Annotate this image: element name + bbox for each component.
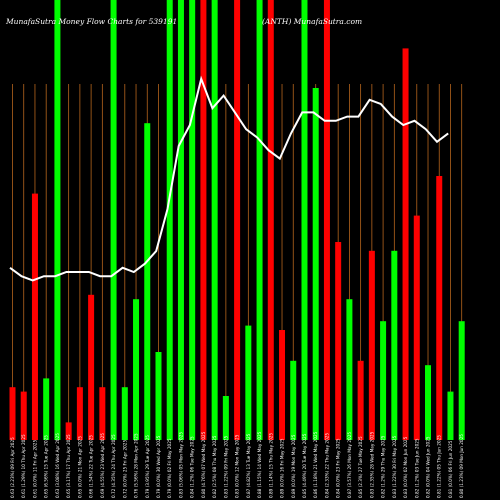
x-tick-label: 0.88 (1.15%) 14 Wed May 2025	[257, 431, 262, 498]
money-flow-bar	[31, 193, 38, 440]
money-flow-bar	[133, 299, 140, 440]
money-flow-bar	[177, 0, 184, 440]
x-tick-label: 0.66 (1.54%) 22 Tue Apr 2025	[89, 435, 94, 498]
money-flow-bar	[110, 0, 117, 440]
money-flow-bar	[312, 88, 319, 440]
x-tick-label: 0.84 (0.0%) 23 Fri May 2025	[336, 438, 341, 498]
x-tick-label: 0.83 (5.06%) 05 Mon May 2025	[178, 432, 183, 498]
money-flow-bar	[368, 250, 375, 440]
money-flow-bar	[245, 325, 252, 440]
x-tick-label: 0.65 (6.56%) 15 Tue Apr 2025	[44, 435, 49, 498]
money-flow-bar	[99, 387, 106, 440]
chart-title-left: MunafaSutra Money Flow Charts for 539191	[5, 17, 177, 26]
x-tick-label: 0.81 (0.0%) 06 Fri Jun 2025	[448, 440, 453, 498]
x-tick-label: 0.79 (0.0%) 30 Wed Apr 2025	[156, 435, 161, 498]
x-tick-label: 0.61 (1.29%) 10 Thu Apr 2025	[21, 434, 26, 498]
money-flow-bar	[425, 365, 432, 440]
x-tick-label: 0.83 (1.22%) 30 Fri May 2025	[392, 435, 397, 498]
x-tick-label: 0.63 (3.08%) 16 Wed Apr 2025	[55, 433, 60, 498]
x-tick-label: 0.79 (0.0%) 02 Fri May 2025	[167, 438, 172, 498]
x-tick-label: 0.86 (1.18%) 21 Wed May 2025	[313, 431, 318, 498]
money-flow-bar	[222, 396, 229, 440]
money-flow-bar	[447, 391, 454, 440]
money-flow-bar	[402, 48, 409, 441]
x-tick-label: 0.65 (3.17%) 17 Thu Apr 2025	[66, 434, 71, 498]
money-flow-bar	[43, 378, 50, 440]
money-flow-bar	[458, 321, 465, 440]
money-flow-bar	[380, 321, 387, 440]
money-flow-bar	[323, 0, 330, 440]
x-tick-label: 0.63 (2.23%) 09 Fri Apr 2025	[10, 437, 15, 498]
money-flow-bar	[54, 0, 61, 440]
x-tick-label: 0.80 (4.76%) 07 Wed May 2025	[201, 431, 206, 498]
x-tick-label: 0.85 (2.3%) 27 Tue May 2025	[358, 436, 363, 498]
money-flow-bar	[391, 250, 398, 440]
x-tick-label: 0.84 (1.2%) 06 Tue May 2025	[190, 436, 195, 498]
x-tick-label: 0.81 (1.22%) 05 Thu Jun 2025	[437, 435, 442, 498]
x-tick-label: 0.82 (2.5%) 08 Thu May 2025	[212, 435, 217, 498]
x-tick-label: 0.84 (2.33%) 22 Thu May 2025	[324, 433, 329, 498]
x-tick-label: 0.89 (0.0%) 16 Fri May 2025	[280, 438, 285, 498]
money-flow-bar	[234, 0, 241, 440]
money-flow-bar	[436, 176, 443, 440]
x-tick-labels: 0.63 (2.23%) 09 Fri Apr 2025 0.61 (1.29%)…	[10, 431, 464, 498]
x-tick-label: 0.83 (0.0%) 02 Mon Jun 2025	[403, 436, 408, 498]
money-flow-bar	[357, 360, 364, 440]
x-tick-label: 0.76 (5.56%) 28 Mon Apr 2025	[134, 433, 139, 498]
money-flow-bar	[65, 422, 72, 440]
x-tick-label: 0.82 (1.2%) 03 Tue Jun 2025	[414, 438, 419, 498]
money-flow-bar	[346, 299, 353, 440]
x-tick-label: 0.82 (1.2%) 29 Thu May 2025	[381, 435, 386, 498]
money-flow-bar	[88, 294, 95, 440]
x-tick-label: 0.79 (3.95%) 29 Tue Apr 2025	[145, 435, 150, 498]
money-flow-bar	[413, 215, 420, 440]
x-tick-label: 0.89 (0.0%) 19 Mon May 2025	[291, 434, 296, 498]
money-flow-bar	[189, 0, 196, 440]
x-tick-label: 0.65 (0.0%) 21 Mon Apr 2025	[77, 436, 82, 498]
money-flow-bar	[200, 0, 207, 440]
x-tick-label: 0.83 (2.35%) 28 Wed May 2025	[369, 431, 374, 498]
chart-title: MunafaSutra Money Flow Charts for 539191…	[5, 17, 362, 26]
money-flow-bar	[290, 360, 297, 440]
x-tick-label: 0.83 (1.22%) 09 Fri May 2025	[223, 435, 228, 498]
money-flow-bar	[301, 0, 308, 440]
money-flow-bar	[76, 387, 83, 440]
x-tick-label: 0.69 (4.55%) 23 Wed Apr 2025	[100, 433, 105, 498]
money-flow-bar	[166, 0, 173, 440]
money-flow-bar	[9, 387, 16, 440]
money-flow-bar	[20, 391, 27, 440]
money-flow-bar	[256, 0, 263, 440]
x-tick-label: 0.72 (4.35%) 24 Thu Apr 2025	[111, 434, 116, 498]
money-flow-bar	[144, 123, 151, 440]
x-tick-label: 0.85 (4.49%) 20 Tue May 2025	[302, 433, 307, 498]
money-flow-bar	[211, 0, 218, 440]
x-tick-label: 0.89 (1.14%) 15 Thu May 2025	[268, 433, 273, 498]
x-tick-label: 0.87 (4.82%) 13 Tue May 2025	[246, 433, 251, 498]
x-tick-label: 0.72 (0.0%) 25 Fri Apr 2025	[122, 440, 127, 498]
money-flow-bar	[155, 352, 162, 440]
chart-title-right: (ANTH) MunafaSutra.com	[262, 17, 362, 26]
x-tick-label: 0.83 (0.0%) 12 Mon May 2025	[235, 434, 240, 498]
x-tick-label: 0.82 (0.0%) 04 Wed Jun 2025	[426, 436, 431, 498]
money-flow-line	[9, 75, 449, 282]
x-tick-label: 0.61 (0.0%) 11 Fri Apr 2025	[32, 440, 37, 498]
money-flow-bar	[121, 387, 128, 440]
bar-series	[9, 0, 465, 441]
money-flow-bar	[335, 242, 342, 440]
x-tick-label: 0.80 (1.23%) 09 Mon Jun 2025	[459, 434, 464, 498]
money-flow-bar	[279, 330, 286, 440]
money-flow-bar	[267, 0, 274, 440]
x-tick-label: 0.87 (3.57%) 26 Mon May 2025	[347, 432, 352, 498]
